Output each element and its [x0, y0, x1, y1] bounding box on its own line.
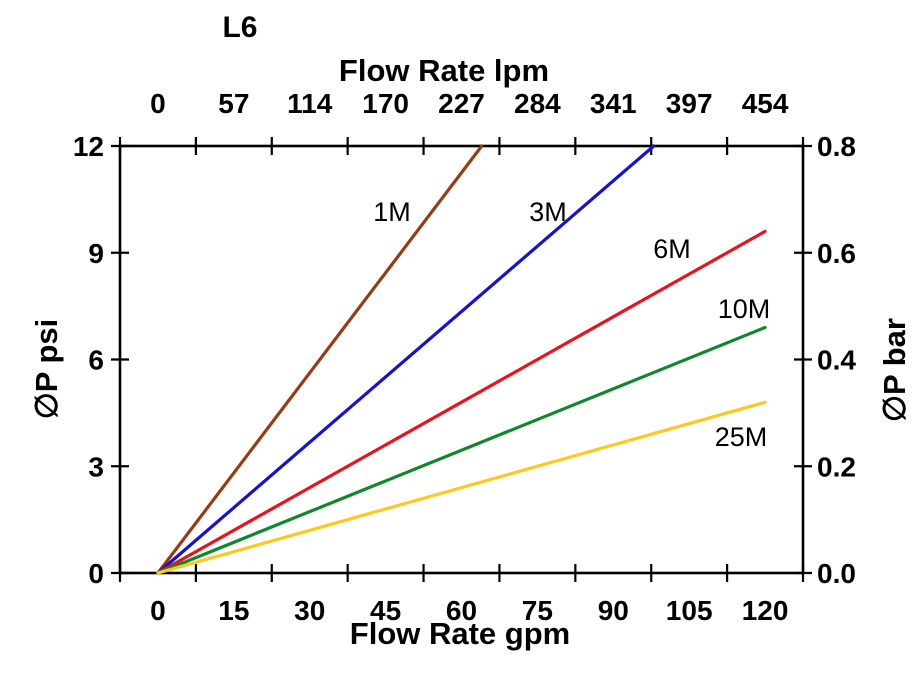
- bottom-tick-label: 105: [666, 595, 713, 626]
- series-label-3M: 3M: [529, 197, 567, 227]
- series-line-6M: [156, 229, 767, 575]
- right-tick-label: 0.0: [817, 558, 856, 589]
- top-tick-label: 114: [287, 88, 333, 119]
- left-tick-label: 12: [73, 131, 104, 162]
- right-tick-label: 0.2: [817, 451, 856, 482]
- left-tick-label: 3: [88, 451, 104, 482]
- series-label-6M: 6M: [653, 234, 691, 264]
- top-tick-label: 284: [514, 88, 561, 119]
- bottom-tick-label: 45: [370, 595, 401, 626]
- top-axis-title: Flow Rate lpm: [338, 53, 550, 88]
- top-tick-label: 170: [362, 88, 409, 119]
- series-line-25M: [156, 400, 767, 575]
- plot-border: [118, 144, 805, 575]
- bottom-tick-label: 75: [522, 595, 553, 626]
- bottom-tick-label: 15: [218, 595, 249, 626]
- left-tick-label: 0: [88, 558, 104, 589]
- series-line-3M: [156, 144, 656, 575]
- bottom-tick-label: 120: [742, 595, 789, 626]
- series-line-1M: [156, 144, 484, 575]
- top-tick-label: 341: [590, 88, 637, 119]
- bottom-tick-label: 90: [598, 595, 629, 626]
- series-label-25M: 25M: [715, 422, 768, 452]
- top-tick-label: 0: [150, 88, 166, 119]
- right-tick-label: 0.4: [817, 345, 856, 376]
- left-tick-label: 9: [88, 238, 104, 269]
- top-tick-label: 227: [438, 88, 485, 119]
- bottom-tick-label: 0: [150, 595, 166, 626]
- series-line-10M: [156, 325, 767, 575]
- bottom-axis-title: Flow Rate gpm: [349, 616, 571, 651]
- right-tick-label: 0.6: [817, 238, 856, 269]
- right-tick-label: 0.8: [817, 131, 856, 162]
- chart-title: L6: [222, 11, 258, 44]
- bottom-tick-label: 60: [446, 595, 477, 626]
- top-tick-label: 397: [666, 88, 713, 119]
- top-tick-label: 454: [742, 88, 789, 119]
- left-tick-label: 6: [88, 345, 104, 376]
- series-label-1M: 1M: [373, 197, 411, 227]
- bottom-tick-label: 30: [294, 595, 325, 626]
- top-tick-label: 57: [218, 88, 249, 119]
- series-label-10M: 10M: [718, 294, 771, 324]
